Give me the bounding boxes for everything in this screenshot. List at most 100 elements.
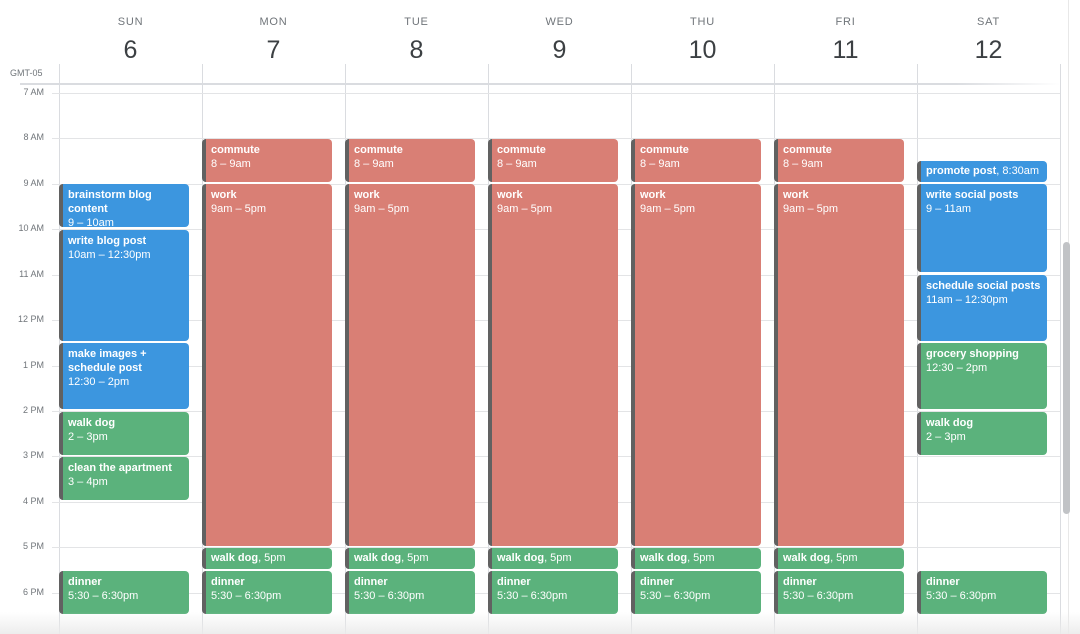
event-time: , 5pm: [258, 552, 286, 564]
event-work[interactable]: work 9am – 5pm: [774, 184, 904, 546]
event-time: , 5pm: [687, 552, 715, 564]
event-walk-dog[interactable]: walk dog 2 – 3pm: [59, 412, 189, 455]
event-title: walk dog: [497, 552, 545, 564]
event-title: commute: [497, 144, 546, 156]
day-of-week: MON: [259, 16, 288, 28]
event-walk-dog[interactable]: walk dog, 5pm: [202, 548, 332, 569]
event-work[interactable]: work 9am – 5pm: [345, 184, 475, 546]
event-time: 5:30 – 6:30pm: [68, 590, 139, 602]
event-title: promote post: [926, 165, 997, 177]
event-time: 8 – 9am: [354, 158, 394, 170]
event-title: commute: [211, 144, 260, 156]
timezone-label: GMT-05: [10, 68, 43, 78]
event-time: 5:30 – 6:30pm: [926, 590, 997, 602]
event-title: commute: [354, 144, 403, 156]
event-walk-dog[interactable]: walk dog, 5pm: [774, 548, 904, 569]
event-work[interactable]: work 9am – 5pm: [202, 184, 332, 546]
event-walk-dog[interactable]: walk dog, 5pm: [631, 548, 761, 569]
event-time: 9am – 5pm: [640, 203, 696, 215]
event-time: 12:30 – 2pm: [68, 376, 130, 388]
event-title: dinner: [211, 576, 245, 588]
day-number[interactable]: 11: [832, 36, 859, 64]
hour-label: 1 PM: [22, 360, 44, 370]
event-time: 9am – 5pm: [783, 203, 839, 215]
day-number[interactable]: 7: [266, 36, 281, 64]
hour-line: [52, 138, 1060, 139]
event-make-images-schedule-post[interactable]: make images + schedule post 12:30 – 2pm: [59, 343, 189, 409]
event-dinner[interactable]: dinner 5:30 – 6:30pm: [774, 571, 904, 614]
hour-line: [52, 547, 1060, 548]
event-dinner[interactable]: dinner 5:30 – 6:30pm: [59, 571, 189, 614]
event-dinner[interactable]: dinner 5:30 – 6:30pm: [202, 571, 332, 614]
event-time: 9am – 5pm: [497, 203, 553, 215]
event-time: 10am – 12:30pm: [68, 249, 151, 261]
event-time: 2 – 3pm: [926, 431, 966, 443]
event-commute[interactable]: commute 8 – 9am: [345, 139, 475, 182]
event-time: , 5pm: [830, 552, 858, 564]
event-title: write blog post: [68, 235, 147, 247]
day-of-week: WED: [545, 16, 574, 28]
day-of-week: TUE: [404, 16, 429, 28]
event-time: 9 – 10am: [68, 217, 114, 227]
event-dinner[interactable]: dinner 5:30 – 6:30pm: [488, 571, 618, 614]
event-dinner[interactable]: dinner 5:30 – 6:30pm: [917, 571, 1047, 614]
day-number[interactable]: 8: [409, 36, 424, 64]
event-title: dinner: [354, 576, 388, 588]
event-write-social-posts[interactable]: write social posts 9 – 11am: [917, 184, 1047, 272]
event-commute[interactable]: commute 8 – 9am: [774, 139, 904, 182]
event-title: grocery shopping: [926, 348, 1019, 360]
hour-label: 6 PM: [22, 587, 44, 597]
event-title: walk dog: [783, 552, 831, 564]
hour-label: 7 AM: [23, 87, 44, 97]
event-time: 12:30 – 2pm: [926, 362, 988, 374]
event-time: 8 – 9am: [497, 158, 537, 170]
event-work[interactable]: work 9am – 5pm: [631, 184, 761, 546]
event-title: commute: [640, 144, 689, 156]
event-title: walk dog: [354, 552, 402, 564]
event-promote-post[interactable]: promote post, 8:30am: [917, 161, 1047, 182]
event-time: , 5pm: [401, 552, 429, 564]
event-title: make images + schedule post: [68, 348, 147, 374]
event-commute[interactable]: commute 8 – 9am: [631, 139, 761, 182]
event-title: schedule social posts: [926, 280, 1041, 292]
event-schedule-social-posts[interactable]: schedule social posts 11am – 12:30pm: [917, 275, 1047, 341]
event-title: walk dog: [640, 552, 688, 564]
event-time: 9am – 5pm: [354, 203, 410, 215]
event-write-blog-post[interactable]: write blog post 10am – 12:30pm: [59, 230, 189, 341]
event-dinner[interactable]: dinner 5:30 – 6:30pm: [631, 571, 761, 614]
scrollbar-thumb[interactable]: [1063, 242, 1070, 514]
event-title: work: [211, 189, 237, 201]
event-time: 8 – 9am: [211, 158, 251, 170]
event-time: 3 – 4pm: [68, 476, 108, 488]
event-clean-the-apartment[interactable]: clean the apartment 3 – 4pm: [59, 457, 189, 500]
event-work[interactable]: work 9am – 5pm: [488, 184, 618, 546]
event-brainstorm-blog-content[interactable]: brainstorm blog content 9 – 10am: [59, 184, 189, 227]
event-time: 5:30 – 6:30pm: [640, 590, 711, 602]
day-of-week: THU: [689, 16, 715, 28]
day-number[interactable]: 9: [552, 36, 567, 64]
event-dinner[interactable]: dinner 5:30 – 6:30pm: [345, 571, 475, 614]
event-commute[interactable]: commute 8 – 9am: [488, 139, 618, 182]
event-time: , 5pm: [544, 552, 572, 564]
event-walk-dog[interactable]: walk dog, 5pm: [345, 548, 475, 569]
event-title: clean the apartment: [68, 462, 172, 474]
hour-label: 4 PM: [22, 496, 44, 506]
event-grocery-shopping[interactable]: grocery shopping 12:30 – 2pm: [917, 343, 1047, 409]
column-divider: [1060, 64, 1061, 634]
day-number[interactable]: 12: [974, 36, 1003, 64]
event-walk-dog[interactable]: walk dog 2 – 3pm: [917, 412, 1047, 455]
header-divider: [20, 83, 1060, 85]
event-time: , 8:30am: [996, 165, 1040, 177]
hour-label: 9 AM: [23, 178, 44, 188]
event-title: write social posts: [926, 189, 1019, 201]
event-commute[interactable]: commute 8 – 9am: [202, 139, 332, 182]
event-walk-dog[interactable]: walk dog, 5pm: [488, 548, 618, 569]
hour-label: 12 PM: [17, 314, 44, 324]
day-number[interactable]: 10: [688, 36, 717, 64]
event-title: dinner: [497, 576, 531, 588]
event-time: 8 – 9am: [783, 158, 823, 170]
event-time: 5:30 – 6:30pm: [211, 590, 282, 602]
event-time: 5:30 – 6:30pm: [354, 590, 425, 602]
hour-label: 10 AM: [18, 223, 44, 233]
day-number[interactable]: 6: [123, 36, 138, 64]
